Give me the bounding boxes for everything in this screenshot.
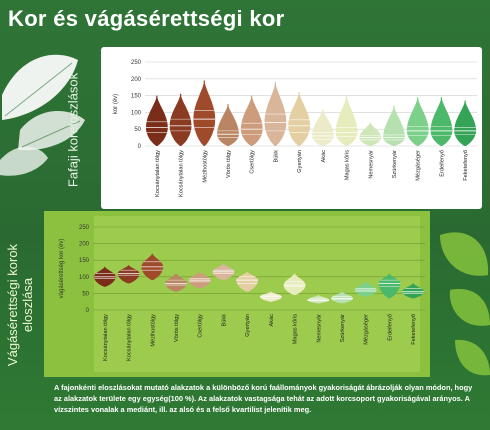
y-tick-label: 50 — [82, 291, 89, 297]
chart-1: 0 50 100 150 200 250 kor (év) Kocsánytalan tölg… — [113, 60, 477, 197]
y-tick-label: 150 — [131, 94, 142, 100]
category-label: Mézgáséger — [416, 150, 422, 181]
category-label: Erdeifenyő — [387, 314, 393, 341]
category-label: Vörös tölgy — [174, 314, 180, 342]
category-label: Nemesnyár — [368, 150, 374, 179]
category-label: Kocsánytalan tölgy — [103, 314, 109, 361]
footer-note: A fajonkénti eloszlásokat mutató alakzat… — [54, 383, 473, 414]
violin-shape — [240, 95, 263, 146]
violin-shape — [331, 291, 353, 304]
violin-shape — [193, 80, 216, 146]
y-tick-label: 200 — [131, 77, 142, 83]
category-label: Vörös tölgy — [226, 150, 232, 178]
category-label: Magas kőris — [293, 314, 299, 344]
category-label: Kocsánytalan tölgy — [179, 150, 185, 197]
leaf-icon — [440, 232, 489, 276]
violin-shape — [165, 273, 187, 292]
violin-shape — [378, 273, 401, 299]
category-label: Kocsánytalan tölgy — [127, 314, 133, 361]
y-tick-label: 150 — [79, 258, 90, 264]
category-label: Feketefenyő — [463, 150, 469, 181]
category-label: Gyertyán — [297, 150, 303, 173]
violin-shape — [117, 265, 140, 284]
y-axis-label: vágásérettség kor (év) — [59, 239, 65, 299]
violin-shape — [307, 295, 330, 304]
category-label: Magas kőris — [345, 150, 351, 180]
category-label: Akác — [321, 150, 327, 163]
category-label: Kocsánytalan tölgy — [155, 150, 161, 197]
violin-shape — [354, 281, 377, 297]
category-label: Mézlhostölgy — [150, 314, 156, 347]
y-tick-label: 50 — [134, 127, 141, 133]
violin-shape — [454, 100, 477, 146]
category-label: Akác — [269, 314, 275, 327]
y-tick-label: 100 — [79, 275, 90, 281]
violin-shape — [312, 109, 334, 146]
y-axis-label: kor (év) — [113, 94, 119, 114]
violin-shape — [430, 97, 453, 146]
y-tick-label: 100 — [131, 110, 142, 116]
category-label: Gyertyán — [245, 314, 251, 337]
page-title: Kor és vágásérettségi kor — [8, 6, 285, 31]
leaf-icon — [455, 339, 490, 376]
y-tick-label: 250 — [79, 225, 90, 231]
y-tick-label: 250 — [131, 60, 142, 66]
violin-shape — [236, 271, 259, 292]
category-label: Mézlhostölgy — [202, 150, 208, 183]
y-tick-label: 0 — [86, 308, 90, 314]
category-label: Bükk — [221, 314, 227, 327]
violin-shape — [169, 93, 192, 146]
chart-2: 0 50 100 150 200 250 vágásérettség kor (év) Koc… — [59, 225, 425, 361]
violin-shape — [217, 104, 239, 146]
category-label: Mézgáséger — [364, 314, 370, 345]
violin-shape — [402, 283, 424, 299]
violin-shape — [359, 122, 382, 146]
category-label: Csertölgy — [198, 314, 204, 338]
leaf-icon — [18, 110, 85, 151]
leaf-icon — [0, 146, 48, 176]
y-tick-label: 200 — [79, 242, 90, 248]
category-label: Csertölgy — [250, 150, 256, 174]
violin-shape — [383, 105, 405, 146]
category-label: Erdeifenyő — [439, 150, 445, 177]
leaf-icon — [449, 289, 490, 326]
category-label: Bükk — [273, 150, 279, 163]
category-label: Szürkenyár — [392, 150, 398, 178]
violin-shape — [406, 97, 429, 146]
category-label: Nemesnyár — [316, 314, 322, 343]
violin-shape — [283, 273, 306, 296]
violin-shape — [146, 95, 168, 146]
category-label: Szürkenyár — [340, 314, 346, 342]
category-label: Feketefenyő — [411, 314, 417, 345]
y-tick-label: 0 — [138, 144, 142, 150]
violin-shape — [335, 95, 358, 146]
violin-shape — [288, 92, 311, 146]
